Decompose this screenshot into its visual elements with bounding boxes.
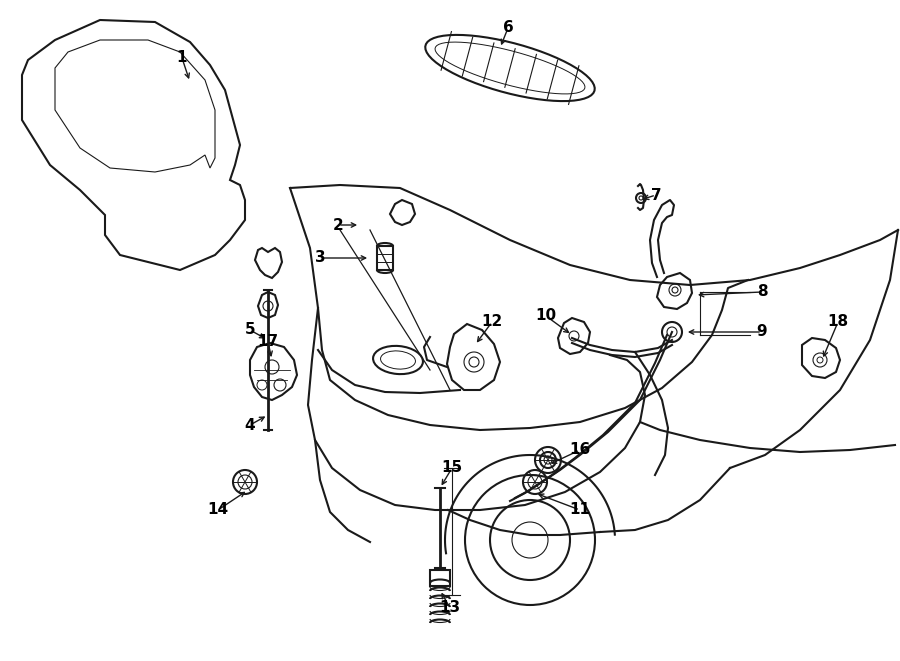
Text: 2: 2: [333, 217, 344, 233]
Text: 11: 11: [570, 502, 590, 518]
Text: 3: 3: [315, 251, 325, 266]
Text: 5: 5: [245, 323, 256, 338]
Text: 16: 16: [570, 442, 590, 457]
Text: 8: 8: [757, 284, 768, 299]
Text: 13: 13: [439, 600, 461, 615]
Text: 7: 7: [651, 188, 661, 202]
Text: 14: 14: [207, 502, 229, 518]
Bar: [430, 570, 450, 586]
Text: 12: 12: [482, 315, 502, 329]
Bar: [377, 246, 393, 270]
Text: 4: 4: [245, 418, 256, 432]
Text: 9: 9: [757, 325, 768, 340]
Text: 1: 1: [176, 50, 187, 65]
Text: 15: 15: [441, 461, 463, 475]
Text: 10: 10: [536, 309, 556, 323]
Text: 18: 18: [827, 315, 849, 329]
Text: 6: 6: [502, 20, 513, 36]
Text: 17: 17: [257, 334, 279, 350]
